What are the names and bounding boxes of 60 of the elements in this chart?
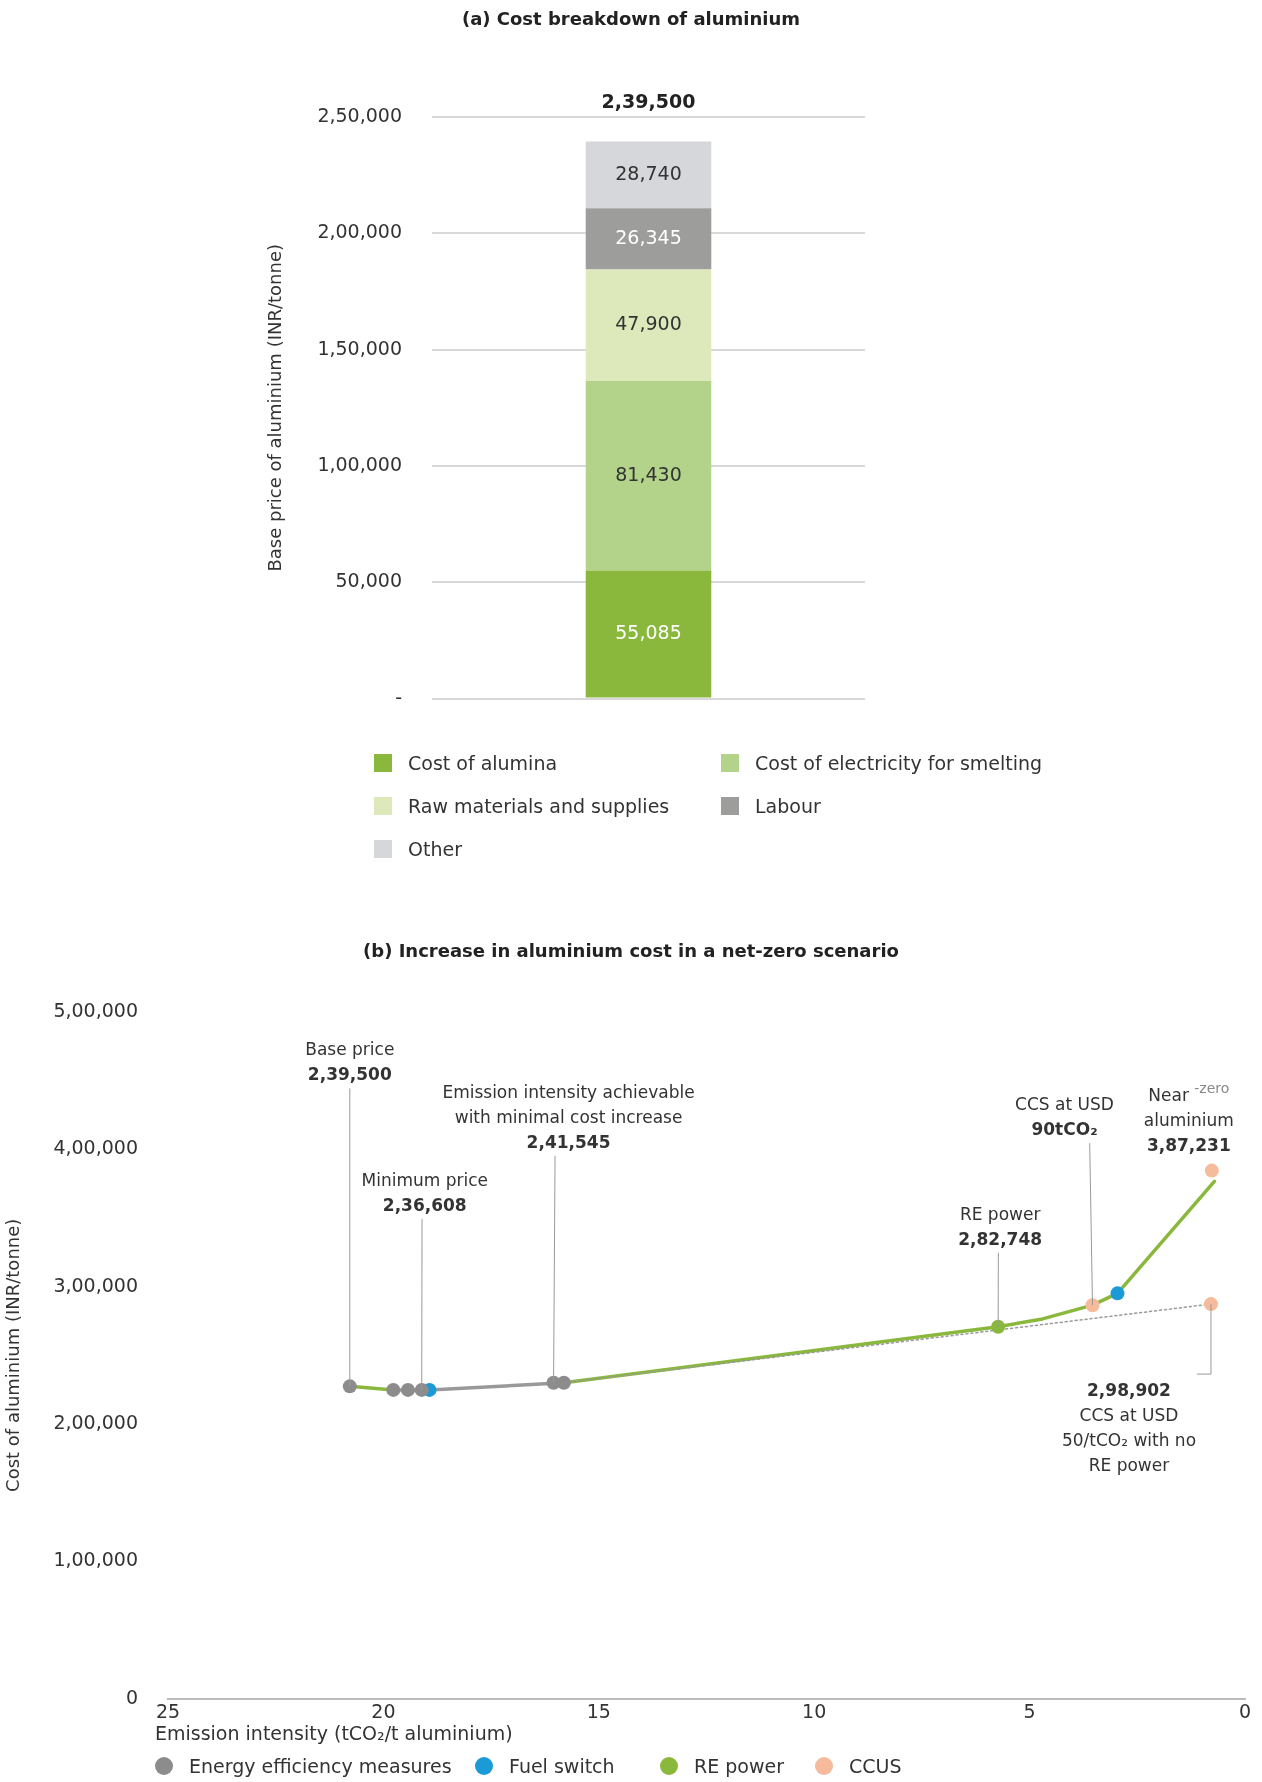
- x-tick-label: 25: [155, 1699, 181, 1722]
- y-tick-label: 1,00,000: [317, 452, 402, 475]
- bar: [585, 570, 712, 698]
- data-label: 26,345: [615, 225, 682, 248]
- point: [386, 1382, 401, 1397]
- point: [400, 1382, 415, 1397]
- y-axis-title: Cost of aluminium (INR/tonne): [2, 1218, 24, 1492]
- annotation: Minimum price 2,36,608: [361, 1169, 488, 1215]
- y-tick-label: 4,00,000: [53, 1136, 138, 1159]
- chart-title: (a) Cost breakdown of aluminium: [460, 8, 802, 29]
- legend-label: Labour: [755, 795, 821, 817]
- chart-title: (b) Increase in aluminium cost in a net-zero scenario: [362, 940, 900, 961]
- y-tick-label: 2,00,000: [53, 1410, 138, 1433]
- y-tick-label: 1,50,000: [317, 336, 402, 359]
- data-label: 81,430: [615, 462, 682, 485]
- legend-label: Fuel switch: [509, 1755, 615, 1777]
- legend-label: Other: [408, 838, 462, 860]
- y-tick-label: 5,00,000: [53, 998, 138, 1021]
- y-tick-label: 0: [125, 1685, 138, 1708]
- bar: [585, 208, 712, 270]
- y-tick-label: -: [395, 685, 402, 708]
- annotation: RE power 2,82,748: [958, 1203, 1043, 1249]
- bar: [585, 381, 712, 571]
- legend-label: Raw materials and supplies: [408, 795, 670, 817]
- x-tick-label: 15: [586, 1699, 611, 1722]
- x-tick-label: 10: [802, 1699, 827, 1722]
- data-label: 55,085: [615, 620, 682, 643]
- y-axis-title: Base price of aluminium (INR/tonne): [264, 244, 286, 572]
- point: [342, 1379, 357, 1394]
- x-tick-label: 20: [371, 1699, 396, 1722]
- point: [991, 1319, 1006, 1334]
- annotation: Base price 2,39,500: [305, 1039, 395, 1085]
- legend-label: CCUS: [849, 1755, 902, 1777]
- y-tick-label: 1,00,000: [53, 1548, 138, 1571]
- data-label: 28,740: [615, 161, 682, 184]
- point: [1110, 1286, 1125, 1301]
- legend-label: RE power: [694, 1755, 784, 1777]
- point: [414, 1382, 429, 1397]
- legend-label: Cost of electricity for smelting: [755, 752, 1043, 774]
- bar: [585, 269, 712, 382]
- annotation: CCS at USD 90tCO₂: [1015, 1094, 1114, 1140]
- bar: [585, 141, 712, 209]
- x-axis-title: Emission intensity (tCO₂/t aluminium): [155, 1722, 513, 1744]
- legend-label: Energy efficiency measures: [189, 1755, 452, 1777]
- x-tick-label: 5: [1023, 1699, 1036, 1722]
- annotation: 2,98,902 CCS at USD 50/tCO₂ with no RE power: [1061, 1380, 1197, 1476]
- x-tick-label: 0: [1238, 1699, 1252, 1722]
- y-tick-label: 2,00,000: [317, 220, 402, 243]
- total-label: 2,39,500: [601, 90, 696, 113]
- point: [1204, 1163, 1219, 1178]
- annotation: Emission intensity achievable with minimal cost increase 2,41,545: [442, 1081, 695, 1152]
- point: [1085, 1298, 1100, 1313]
- point: [556, 1375, 571, 1390]
- y-tick-label: 50,000: [335, 569, 402, 592]
- legend-label: Cost of alumina: [408, 752, 558, 774]
- data-label: 47,900: [615, 312, 682, 335]
- y-tick-label: 3,00,000: [53, 1273, 138, 1296]
- y-tick-label: 2,50,000: [317, 103, 402, 126]
- point: [1203, 1297, 1218, 1312]
- annotation: Near -zero aluminium 3,87,231: [1143, 1079, 1234, 1155]
